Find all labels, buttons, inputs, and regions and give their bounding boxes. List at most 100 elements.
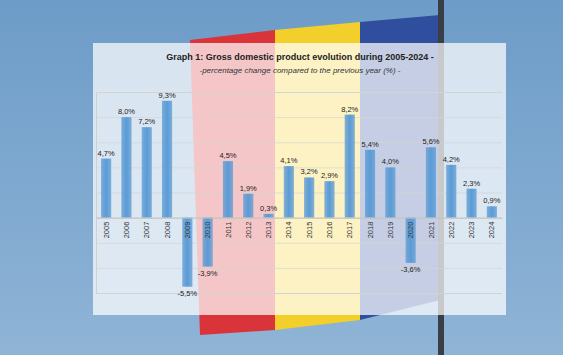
bars xyxy=(101,101,497,287)
x-tick-label: 2014 xyxy=(284,222,293,239)
data-label: 7,2% xyxy=(138,117,155,126)
x-axis: 2005 2006 2007 2008 2009 2010 2011 2012 2013 2014… xyxy=(97,218,503,238)
data-label: 4,0% xyxy=(382,157,399,166)
data-label: 5,6% xyxy=(422,137,439,146)
x-tick: 2021 xyxy=(427,222,436,239)
x-tick-label: 2011 xyxy=(224,222,233,238)
bar xyxy=(406,218,416,263)
data-label: 8,2% xyxy=(341,105,358,114)
x-tick: 2007 xyxy=(142,222,151,239)
data-label: -3,9% xyxy=(198,269,218,278)
x-tick-label: 2009 xyxy=(183,222,192,239)
data-label: 1,9% xyxy=(240,184,257,193)
data-label: 0,3% xyxy=(260,204,277,213)
y-tick xyxy=(96,293,502,294)
data-label: 4,7% xyxy=(98,149,115,158)
x-tick: 2018 xyxy=(366,222,375,239)
bar xyxy=(385,167,395,217)
bar xyxy=(243,194,253,218)
grid-line xyxy=(96,167,502,168)
y-tick xyxy=(96,117,502,118)
x-tick-label: 2022 xyxy=(447,222,456,239)
x-axis-line xyxy=(97,218,503,219)
bar xyxy=(324,181,334,217)
x-tick: 2024 xyxy=(487,222,496,239)
x-tick: 2013 xyxy=(264,222,273,239)
bar xyxy=(304,177,314,217)
x-tick: 2016 xyxy=(325,222,334,239)
x-tick-label: 2008 xyxy=(163,222,172,239)
x-tick-label: 2017 xyxy=(345,222,354,239)
data-label: 8,0% xyxy=(118,107,135,116)
data-label: -5,5% xyxy=(178,289,198,298)
x-tick-label: 2018 xyxy=(366,222,375,239)
grid-line xyxy=(96,117,502,118)
bar xyxy=(466,189,476,218)
bar xyxy=(142,127,152,217)
data-label: 3,2% xyxy=(301,167,318,176)
x-tick-label: 2019 xyxy=(386,222,395,239)
y-tick xyxy=(96,92,502,93)
bar xyxy=(446,165,456,218)
subtitle: -percentage change compared to the previ… xyxy=(200,66,401,75)
x-tick: 2011 xyxy=(224,222,233,238)
bar xyxy=(121,117,131,218)
bar xyxy=(284,166,294,218)
title: Graph 1: Gross domestic product evolutio… xyxy=(166,52,434,62)
bar xyxy=(203,218,213,267)
data-labels: 4,7% 8,0%7,2% 9,3% -5,5% -3,9% 4,5% 1,9% 0,3% 4,… xyxy=(98,91,501,298)
x-tick-label: 2023 xyxy=(467,222,476,239)
data-label: 2,3% xyxy=(463,179,480,188)
data-label: 0,9% xyxy=(483,196,500,205)
grid-line xyxy=(96,243,502,244)
x-tick-label: 2020 xyxy=(406,222,415,239)
data-label: 4,5% xyxy=(219,151,236,160)
bar xyxy=(101,159,111,218)
x-tick: 2014 xyxy=(284,222,293,239)
grid-line xyxy=(96,142,502,143)
x-tick-label: 2005 xyxy=(102,222,111,239)
bar xyxy=(487,206,497,217)
x-tick-label: 2024 xyxy=(487,222,496,239)
y-axis xyxy=(96,93,502,294)
y-axis-line xyxy=(97,93,503,294)
data-label: 4,1% xyxy=(280,156,297,165)
y-tick xyxy=(96,167,502,168)
bar xyxy=(263,214,273,218)
x-tick: 2022 xyxy=(447,222,456,239)
x-tick: 2023 xyxy=(467,222,476,239)
y-tick xyxy=(96,193,502,194)
x-tick-label: 2016 xyxy=(325,222,334,239)
grid-line xyxy=(96,218,502,219)
chart: Graph 1: Gross domestic product evolutio… xyxy=(0,0,563,355)
x-tick: 2015 xyxy=(305,222,314,239)
data-label: 2,9% xyxy=(321,171,338,180)
bar xyxy=(182,218,192,287)
x-tick-label: 2021 xyxy=(427,222,436,239)
x-tick-label: 2013 xyxy=(264,222,273,239)
x-tick-label: 2007 xyxy=(142,222,151,239)
grid-line xyxy=(96,193,502,194)
x-tick-label: 2015 xyxy=(305,222,314,239)
bar xyxy=(365,150,375,218)
y-tick xyxy=(96,142,502,143)
bar xyxy=(345,115,355,218)
grid-line xyxy=(96,293,502,294)
data-label: -3,6% xyxy=(401,265,421,274)
x-tick-label: 2010 xyxy=(203,222,212,239)
y-tick xyxy=(96,218,502,219)
grid-line xyxy=(96,92,502,93)
bar xyxy=(162,101,172,218)
x-tick: 2008 xyxy=(163,222,172,239)
grid-line xyxy=(96,268,502,269)
x-tick: 2006 xyxy=(122,222,131,239)
x-tick: 2019 xyxy=(386,222,395,239)
bar xyxy=(223,161,233,218)
data-label: 9,3% xyxy=(158,91,175,100)
y-tick xyxy=(96,243,502,244)
x-tick: 2012 xyxy=(244,222,253,239)
x-tick-label: 2006 xyxy=(122,222,131,239)
x-tick: 2020 xyxy=(406,222,415,239)
x-tick: 2010 xyxy=(203,222,212,239)
y-tick xyxy=(96,268,502,269)
